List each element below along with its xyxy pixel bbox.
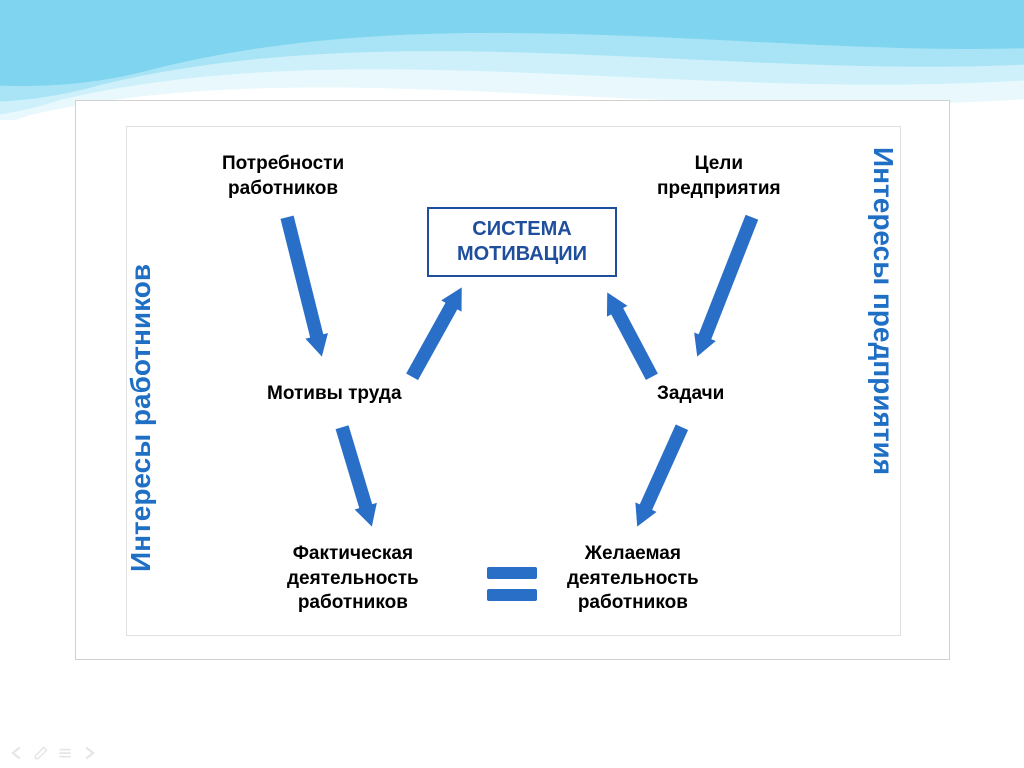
slide-nav-controls (8, 744, 98, 762)
slide: Интересы работников Интересы предприятия… (0, 0, 1024, 768)
menu-icon[interactable] (56, 744, 74, 762)
arrow-motives-to-actual (335, 425, 377, 527)
next-slide-icon[interactable] (80, 744, 98, 762)
equals-sign (487, 567, 537, 601)
pen-icon[interactable] (32, 744, 50, 762)
arrows-layer (127, 127, 902, 637)
arrow-tasks-to-center (607, 292, 658, 380)
arrow-tasks-to-desired (635, 424, 688, 527)
arrow-goals-to-tasks (694, 214, 759, 357)
arrow-motives-to-center (406, 287, 462, 380)
arrow-needs-to-motives (280, 215, 328, 357)
prev-slide-icon[interactable] (8, 744, 26, 762)
diagram: Интересы работников Интересы предприятия… (126, 126, 901, 636)
diagram-frame: Интересы работников Интересы предприятия… (75, 100, 950, 660)
